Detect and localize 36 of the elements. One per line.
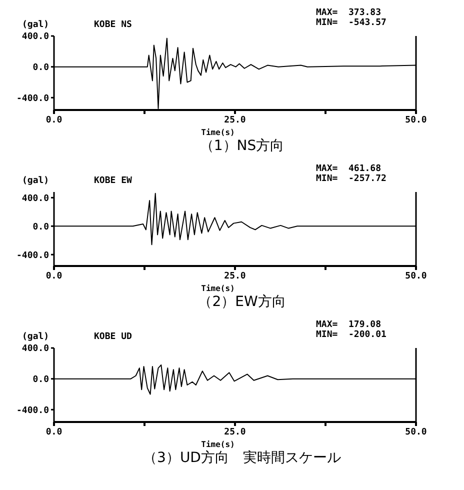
- text: MIN= -257.72: [316, 174, 386, 184]
- y-tick-label: 0.0: [32, 63, 49, 74]
- x-tick-label: 25.0: [224, 427, 246, 438]
- text: MIN= -200.01: [316, 330, 386, 340]
- text: （1）NS方向: [198, 137, 286, 155]
- x-tick-label: 25.0: [224, 115, 246, 126]
- y-tick-label: -400.0: [16, 250, 49, 261]
- y-tick-label: -400.0: [16, 406, 49, 416]
- chart-title: KOBE UD: [94, 332, 132, 342]
- y-tick-label: -400.0: [16, 94, 49, 104]
- x-tick-label: 0.0: [46, 271, 62, 282]
- text: MIN= -543.57: [316, 18, 386, 28]
- x-tick-label: 50.0: [405, 427, 427, 438]
- text: MAX= 461.68: [316, 164, 382, 174]
- text: （2）EW方向: [197, 293, 287, 311]
- x-axis-title: Time(s): [200, 284, 236, 293]
- y-tick-label: 0.0: [32, 222, 49, 232]
- x-tick-label: 0.0: [46, 115, 62, 126]
- y-tick-label: 400.0: [22, 32, 49, 42]
- x-tick-label: 50.0: [405, 271, 427, 282]
- x-tick-label: 25.0: [224, 271, 246, 282]
- x-axis-title: Time(s): [200, 440, 236, 449]
- y-axis-title: (gal): [22, 20, 50, 30]
- text: （3）UD方向 実時間スケール: [142, 449, 342, 467]
- chart-title: KOBE NS: [94, 20, 132, 30]
- text: MAX= 179.08: [316, 320, 382, 330]
- y-tick-label: 0.0: [32, 375, 49, 386]
- y-tick-label: 400.0: [22, 344, 49, 354]
- text: MAX= 373.83: [316, 8, 382, 18]
- y-axis-title: (gal): [22, 176, 50, 186]
- chart-title: KOBE EW: [94, 176, 132, 186]
- x-tick-label: 50.0: [405, 115, 427, 126]
- y-tick-label: 400.0: [22, 194, 49, 204]
- y-axis-title: (gal): [22, 332, 50, 342]
- x-tick-label: 0.0: [46, 427, 62, 438]
- x-axis-title: Time(s): [200, 128, 236, 137]
